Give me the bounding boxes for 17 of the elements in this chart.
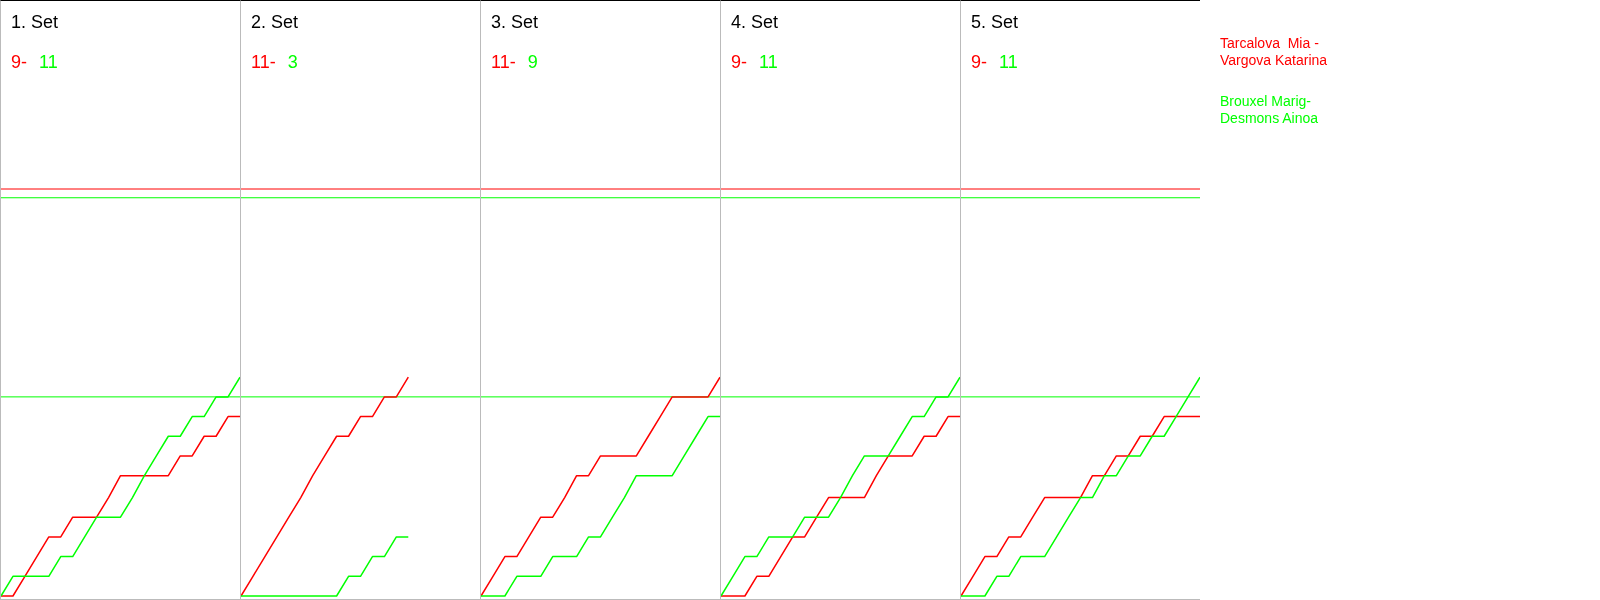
chart-title: 1. Set [11, 12, 59, 33]
text: Brouxel Marig- Desmons Ainoa [1220, 93, 1320, 127]
text: 9- [11, 52, 28, 73]
text: 11 [999, 52, 1018, 73]
text: 3 [287, 52, 298, 73]
text: 9 [527, 52, 538, 73]
chart-title: 3. Set [491, 12, 539, 33]
chart-title: 5. Set [971, 12, 1019, 33]
chart-title: 2. Set [251, 12, 299, 33]
text: 9- [731, 52, 748, 73]
text: Tarcalova Mia - Vargova Katarina [1220, 35, 1329, 69]
text: 11- [251, 52, 276, 73]
text: 11 [759, 52, 778, 73]
text: 9- [971, 52, 988, 73]
text: 11- [491, 52, 516, 73]
text: 11 [39, 52, 58, 73]
chart-title: 4. Set [731, 12, 779, 33]
